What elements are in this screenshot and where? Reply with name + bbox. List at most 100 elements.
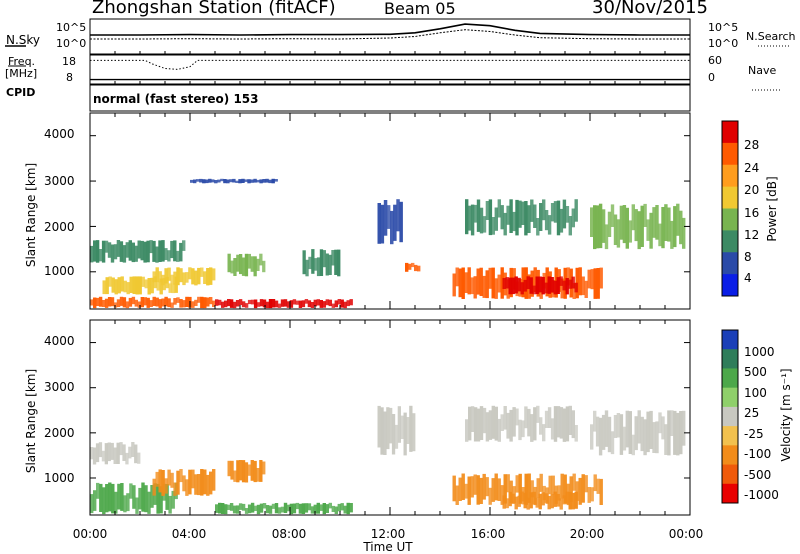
power-region-cell <box>122 245 127 263</box>
power-region-cell <box>164 268 168 284</box>
power-region-cell <box>676 203 680 236</box>
power-cb-tick-28: 28 <box>744 138 760 152</box>
velocity-region-cell <box>138 487 142 510</box>
velocity-region-cell <box>533 407 537 441</box>
velocity-region-cell <box>503 406 507 430</box>
power-region-cell <box>161 298 165 307</box>
power-region-cell <box>377 203 381 244</box>
power-region-cell <box>161 240 165 262</box>
velocity-region-cell <box>247 504 252 514</box>
power-region-cell <box>473 276 477 299</box>
velocity-region-cell <box>158 469 162 493</box>
velocity-region-cell <box>159 486 163 514</box>
power-region-cell <box>197 267 201 285</box>
power-region-cell <box>390 210 394 245</box>
power-region-cell <box>125 242 129 258</box>
velocity-region-cell <box>331 505 335 512</box>
power-region-cell <box>316 257 321 277</box>
velocity-region-cell <box>581 474 585 503</box>
power-region-cell <box>544 210 549 231</box>
velocity-region-cell <box>547 495 551 510</box>
velocity-region-cell <box>563 474 567 504</box>
power-ytick-4000: 4000 <box>44 127 75 141</box>
velocity-region-cell <box>610 431 615 455</box>
velocity-region-cell <box>90 447 94 460</box>
velocity-region-cell <box>235 505 240 514</box>
velocity-region-cell <box>168 495 172 514</box>
power-region-cell <box>559 276 563 286</box>
power-region-cell <box>311 249 315 274</box>
velocity-region-cell <box>304 503 309 513</box>
power-region-cell <box>533 267 537 292</box>
power-region-cell <box>155 297 159 307</box>
power-region-cell <box>147 278 151 295</box>
velocity-region-cell <box>292 503 297 514</box>
velocity-region-cell <box>150 485 154 508</box>
power-region-cell <box>325 299 329 306</box>
velocity-region-cell <box>123 495 127 513</box>
cpid-text: normal (fast stereo) 153 <box>93 92 259 106</box>
power-region-cell <box>200 267 204 277</box>
velocity-region-cell <box>397 406 401 443</box>
velocity-region-cell <box>212 469 216 491</box>
velocity-region-cell <box>277 507 282 514</box>
power-region-cell <box>250 256 254 272</box>
velocity-region-cell <box>502 495 506 509</box>
power-region-cell <box>247 253 251 269</box>
velocity-region-cell <box>253 460 257 483</box>
power-region-cell <box>155 246 159 263</box>
velocity-region-cell <box>152 478 156 496</box>
velocity-region-cell <box>598 417 603 456</box>
power-ylabel: Slant Range [km] <box>24 162 38 268</box>
power-region-cell <box>414 264 418 272</box>
power-region-cell <box>556 277 560 294</box>
velocity-region-cell <box>101 450 106 462</box>
power-region-cell <box>247 299 252 305</box>
velocity-region-cell <box>607 416 612 453</box>
power-region-cell <box>244 253 249 277</box>
power-region-cell <box>170 240 174 259</box>
velocity-region-cell <box>203 469 207 495</box>
xtick-0800: 08:00 <box>271 527 307 541</box>
vel-cb-tick-m100: -100 <box>744 447 772 461</box>
power-region-cell <box>408 263 412 270</box>
noise-left-tick-bottom: 10^0 <box>56 37 87 50</box>
power-region-cell <box>168 283 172 293</box>
power-region-cell <box>488 267 492 289</box>
power-data-regions <box>90 178 686 309</box>
velocity-region-cell <box>559 407 564 439</box>
velocity-region-cell <box>587 487 591 503</box>
power-region-cell <box>110 244 115 263</box>
velocity-region-cell <box>229 503 234 511</box>
velocity-region-cell <box>170 472 174 488</box>
power-region-cell <box>396 199 400 232</box>
velocity-region-cell <box>99 483 103 512</box>
power-cb-tick-12: 12 <box>744 228 760 242</box>
velocity-data-regions <box>90 405 686 515</box>
velocity-region-cell <box>116 442 120 464</box>
velocity-region-cell <box>590 424 594 450</box>
velocity-region-cell <box>497 478 501 501</box>
velocity-region-cell <box>458 477 462 501</box>
velocity-region-cell <box>383 411 387 455</box>
power-region-cell <box>383 200 388 236</box>
power-region-cell <box>140 240 144 261</box>
vel-cb-tick-m500: -500 <box>744 468 772 482</box>
power-region-cell <box>343 301 347 309</box>
velocity-region-cell <box>171 490 175 509</box>
power-region-cell <box>280 299 285 307</box>
velocity-region-cell <box>256 504 261 515</box>
velocity-region-cell <box>491 478 495 502</box>
velocity-region-cell <box>511 493 515 504</box>
power-region-cell <box>349 299 353 306</box>
power-region-cell <box>220 178 224 182</box>
power-region-cell <box>544 282 548 294</box>
power-region-cell <box>562 280 566 291</box>
velocity-region-cell <box>530 414 534 442</box>
power-region-cell <box>119 241 124 262</box>
velocity-region-cell <box>227 504 231 510</box>
velocity-region-cell <box>682 410 686 446</box>
velocity-region-cell <box>108 482 112 512</box>
